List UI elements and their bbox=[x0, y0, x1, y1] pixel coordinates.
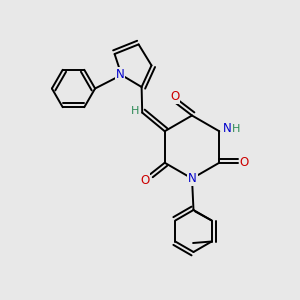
Text: H: H bbox=[232, 124, 240, 134]
Text: N: N bbox=[223, 122, 232, 135]
Text: N: N bbox=[116, 68, 124, 81]
Text: O: O bbox=[140, 174, 149, 187]
Text: O: O bbox=[240, 156, 249, 169]
Text: O: O bbox=[170, 90, 179, 103]
Text: N: N bbox=[188, 172, 197, 185]
Text: H: H bbox=[130, 106, 139, 116]
